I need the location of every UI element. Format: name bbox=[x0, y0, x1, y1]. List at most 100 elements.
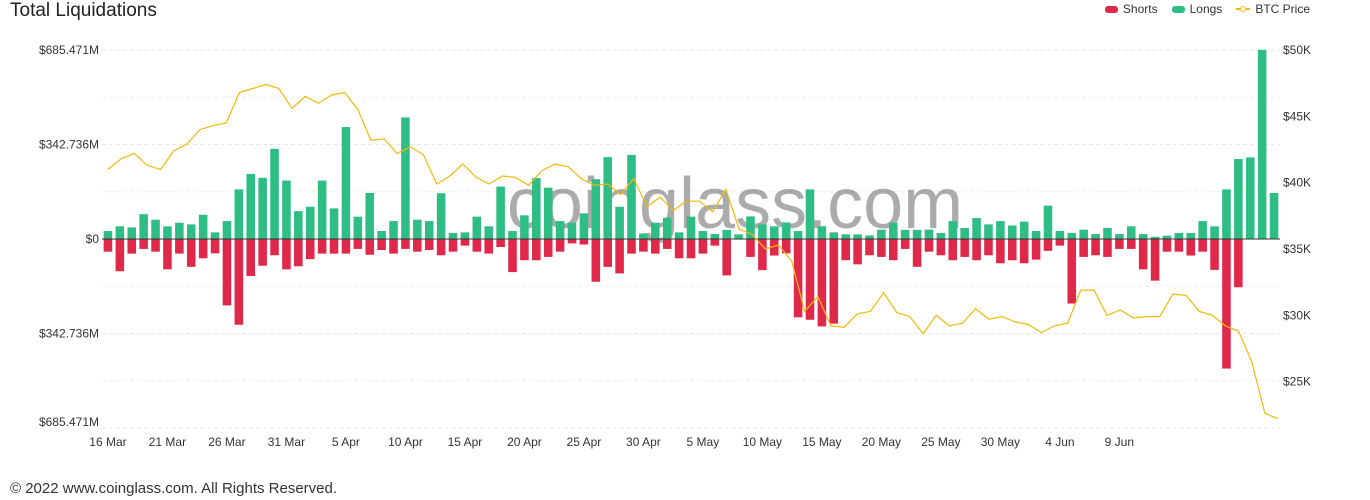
y-left-tick-label: $342.736M bbox=[39, 138, 99, 152]
shorts-bar bbox=[841, 239, 850, 261]
shorts-bar bbox=[329, 239, 339, 254]
shorts-bar bbox=[413, 239, 422, 252]
shorts-bar bbox=[639, 239, 648, 252]
shorts-bar bbox=[305, 239, 315, 260]
longs-bar bbox=[1103, 227, 1112, 239]
shorts-bar bbox=[1091, 239, 1100, 256]
shorts-bar bbox=[294, 239, 303, 267]
shorts-bar bbox=[163, 239, 172, 270]
x-tick-label: 16 Mar bbox=[89, 435, 126, 449]
longs-bar bbox=[662, 217, 672, 239]
longs-bar bbox=[1091, 234, 1100, 239]
shorts-bar bbox=[888, 239, 898, 261]
shorts-bar bbox=[115, 239, 125, 272]
shorts-bar bbox=[1031, 239, 1041, 260]
shorts-bar bbox=[460, 239, 470, 246]
longs-bar bbox=[1067, 232, 1077, 239]
y-left-tick-label: $685.471M bbox=[39, 415, 99, 429]
legend-item-btc-price[interactable]: BTC Price bbox=[1236, 2, 1310, 16]
longs-bar bbox=[448, 232, 458, 239]
longs-bar bbox=[615, 206, 624, 239]
shorts-bar bbox=[222, 239, 232, 306]
shorts-bar bbox=[1198, 239, 1207, 252]
longs-bar bbox=[103, 231, 113, 239]
longs-bar bbox=[508, 231, 517, 239]
shorts-bar bbox=[1007, 239, 1017, 261]
shorts-bar bbox=[936, 239, 946, 256]
shorts-bar bbox=[710, 239, 720, 246]
y-right-tick-label: $30K bbox=[1283, 308, 1311, 322]
longs-bar bbox=[413, 219, 422, 239]
shorts-bar bbox=[662, 239, 672, 249]
longs-bar bbox=[222, 221, 232, 239]
shorts-bar bbox=[758, 239, 767, 271]
shorts-bar bbox=[377, 239, 386, 251]
longs-bar bbox=[972, 218, 981, 239]
x-tick-label: 21 Mar bbox=[149, 435, 186, 449]
longs-bar bbox=[758, 224, 767, 239]
longs-bar bbox=[460, 232, 470, 239]
longs-bar bbox=[734, 234, 743, 239]
longs-bar bbox=[186, 224, 196, 239]
shorts-bar bbox=[1079, 239, 1088, 257]
shorts-bar bbox=[603, 239, 612, 267]
longs-bar bbox=[746, 216, 755, 239]
longs-bar bbox=[1019, 221, 1029, 239]
x-tick-label: 15 May bbox=[802, 435, 841, 449]
x-tick-label: 30 Apr bbox=[626, 435, 661, 449]
longs-bar bbox=[424, 221, 434, 239]
copyright-footer: © 2022 www.coinglass.com. All Rights Res… bbox=[10, 480, 338, 497]
longs-bar bbox=[829, 232, 839, 239]
shorts-bar bbox=[139, 239, 148, 249]
legend-item-shorts[interactable]: Shorts bbox=[1104, 2, 1158, 16]
x-tick-label: 4 Jun bbox=[1045, 435, 1074, 449]
shorts-bar bbox=[317, 239, 327, 254]
x-tick-label: 10 Apr bbox=[388, 435, 423, 449]
longs-bar bbox=[698, 231, 708, 239]
shorts-bar bbox=[1186, 239, 1196, 256]
legend-item-longs[interactable]: Longs bbox=[1171, 2, 1222, 16]
longs-bar bbox=[151, 219, 160, 239]
shorts-bar bbox=[686, 239, 696, 259]
longs-bar bbox=[270, 148, 279, 239]
shorts-bar bbox=[984, 239, 993, 256]
shorts-bar bbox=[389, 239, 398, 254]
shorts-bar bbox=[282, 239, 291, 270]
longs-bar bbox=[722, 229, 731, 239]
shorts-bar bbox=[258, 239, 267, 266]
longs-bar bbox=[781, 222, 791, 239]
y-right-tick-label: $35K bbox=[1283, 242, 1311, 256]
longs-bar bbox=[996, 221, 1005, 239]
longs-bar bbox=[1198, 221, 1207, 239]
longs-bar bbox=[329, 208, 339, 239]
longs-bar bbox=[1186, 232, 1196, 239]
longs-bar bbox=[627, 154, 636, 239]
shorts-bar bbox=[1103, 239, 1112, 257]
longs-bar bbox=[603, 157, 612, 239]
shorts-bar bbox=[912, 239, 922, 267]
x-tick-label: 31 Mar bbox=[268, 435, 305, 449]
shorts-bar bbox=[805, 239, 815, 320]
chart-title: Total Liquidations bbox=[10, 0, 157, 21]
shorts-bar bbox=[770, 239, 779, 256]
longs-bar bbox=[793, 231, 803, 239]
longs-bar bbox=[924, 229, 934, 239]
longs-bar bbox=[936, 232, 946, 239]
longs-bar bbox=[353, 216, 363, 239]
shorts-bar bbox=[567, 239, 577, 244]
longs-bar bbox=[1222, 189, 1231, 239]
shorts-bar bbox=[424, 239, 434, 251]
longs-bar bbox=[960, 227, 969, 239]
longs-bar bbox=[948, 221, 958, 239]
shorts-bar bbox=[484, 239, 494, 254]
longs-bar bbox=[1031, 231, 1041, 239]
shorts-bar bbox=[900, 239, 910, 249]
longs-bar bbox=[1007, 225, 1017, 239]
x-tick-label: 25 Apr bbox=[567, 435, 602, 449]
longs-bar bbox=[127, 227, 137, 239]
longs-bar bbox=[234, 189, 244, 239]
shorts-bar bbox=[436, 239, 446, 256]
shorts-bar bbox=[1162, 239, 1172, 252]
shorts-bar bbox=[781, 239, 791, 254]
longs-bar bbox=[1269, 192, 1279, 239]
